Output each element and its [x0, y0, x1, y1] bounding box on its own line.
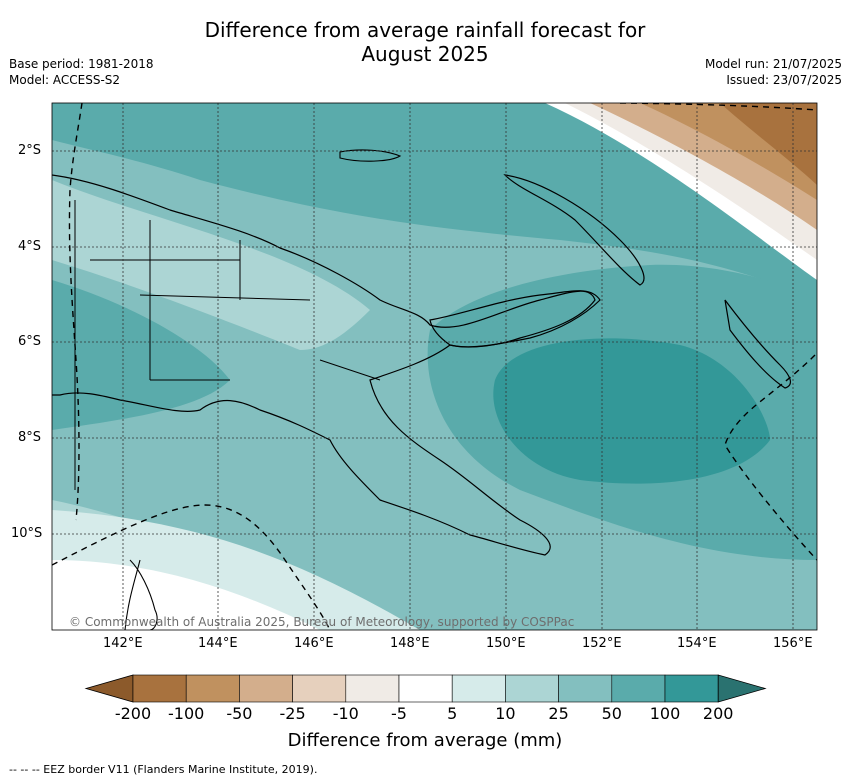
anomaly-band-neutral-south	[52, 560, 320, 630]
model-name: Model: ACCESS-S2	[9, 73, 121, 87]
lat-label-6s: 6°S	[18, 334, 42, 349]
lon-label-152e: 152°E	[582, 636, 622, 651]
colorbar-tick-label: -25	[279, 704, 306, 723]
lat-label-4s: 4°S	[18, 239, 42, 254]
lat-label-2s: 2°S	[18, 143, 42, 158]
colorbar-tick-label: 10	[495, 704, 516, 723]
colorbar-title: Difference from average (mm)	[287, 730, 563, 751]
base-period: Base period: 1981-2018	[9, 57, 154, 71]
chart-title: Difference from average rainfall forecas…	[0, 18, 850, 66]
colorbar-segment	[611, 674, 666, 703]
title-line-1: Difference from average rainfall forecas…	[204, 18, 646, 42]
copyright-notice: © Commonwealth of Australia 2025, Bureau…	[69, 615, 574, 629]
run-info: Model run: 21/07/2025 Issued: 23/07/2025	[705, 56, 842, 88]
model-run: Model run: 21/07/2025	[704, 57, 842, 71]
colorbar-tick-label: 200	[702, 704, 734, 723]
colorbar-segment	[345, 674, 400, 703]
colorbar-tick-label: -200	[114, 704, 152, 723]
anomaly-band-50-100-north	[52, 103, 817, 300]
colorbar-segment	[451, 674, 506, 703]
title-line-2: August 2025	[361, 42, 489, 66]
lat-label-10s: 10°S	[11, 526, 43, 541]
bougainville-coastline	[724, 299, 792, 389]
new-britain-coastline	[429, 290, 601, 348]
colorbar-tick-label: 25	[548, 704, 569, 723]
manus-coastline	[339, 149, 402, 162]
cape-york-coastline	[124, 559, 158, 630]
model-info: Base period: 1981-2018 Model: ACCESS-S2	[9, 56, 154, 88]
colorbar-tick-label: -10	[332, 704, 359, 723]
colorbar-tick-label: 50	[601, 704, 622, 723]
lon-label-142e: 142°E	[103, 636, 143, 651]
lon-label-144e: 144°E	[198, 636, 238, 651]
colorbar-tick-label: 100	[649, 704, 681, 723]
lon-label-148e: 148°E	[390, 636, 430, 651]
lon-label-146e: 146°E	[294, 636, 334, 651]
colorbar-segment	[398, 674, 453, 703]
colorbar-segment	[132, 674, 187, 703]
colorbar-segment	[505, 674, 559, 703]
lon-label-156e: 156°E	[773, 636, 813, 651]
map-area: © Commonwealth of Australia 2025, Bureau…	[52, 103, 817, 630]
new-guinea-coastline	[52, 174, 596, 556]
colorbar-segment	[558, 674, 613, 703]
issued-date: Issued: 23/07/2025	[726, 73, 842, 87]
eez-legend-note: -- -- -- EEZ border V11 (Flanders Marine…	[9, 763, 318, 776]
graticule	[52, 103, 817, 630]
lat-label-8s: 8°S	[18, 430, 42, 445]
anomaly-band-100-200	[493, 338, 770, 484]
lon-label-150e: 150°E	[486, 636, 526, 651]
colorbar-tick-label: -50	[226, 704, 253, 723]
colorbar-segment	[185, 674, 240, 703]
colorbar-tick-label: -100	[168, 704, 205, 723]
map-frame	[51, 102, 818, 631]
anomaly-band-50-100-west	[52, 280, 230, 430]
lon-label-154e: 154°E	[677, 636, 717, 651]
colorbar-segment	[239, 674, 293, 703]
colorbar-arrow-low	[84, 674, 134, 703]
anomaly-band-10-25-west	[52, 180, 370, 350]
colorbar-tick-label: -5	[391, 704, 407, 723]
new-ireland-coastline	[503, 174, 645, 286]
colorbar	[84, 674, 767, 703]
colorbar-tick-label: 5	[447, 704, 458, 723]
eez-border	[52, 103, 817, 630]
colorbar-segment	[292, 674, 347, 703]
colorbar-segment	[664, 674, 719, 703]
colorbar-arrow-high	[717, 674, 767, 703]
